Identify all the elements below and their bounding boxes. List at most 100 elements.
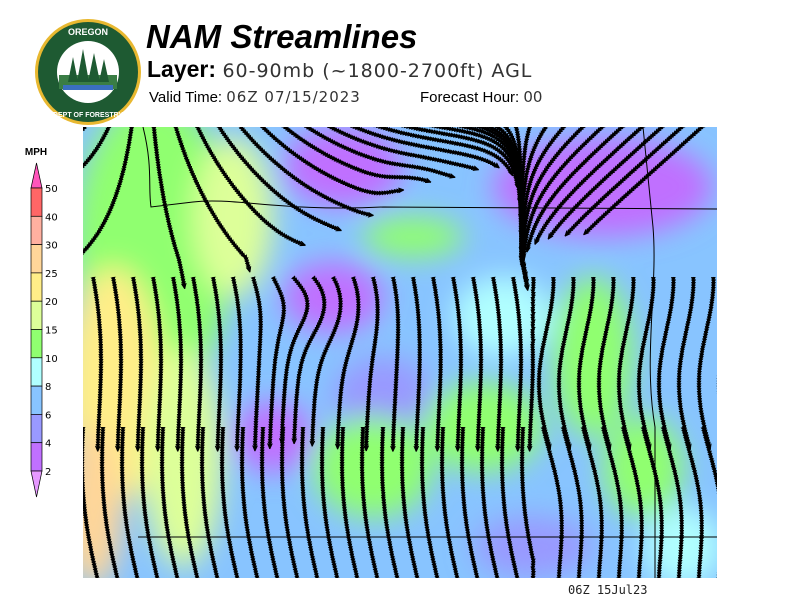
- legend-bin: [30, 414, 43, 444]
- legend-bin: [30, 215, 43, 245]
- streamline: [130, 276, 144, 452]
- legend-label: 4: [45, 439, 51, 450]
- streamline: [363, 276, 381, 451]
- legend-bin: [30, 357, 43, 387]
- streamline: [596, 276, 617, 450]
- legend-bin: [30, 272, 43, 302]
- streamline: [616, 276, 637, 450]
- page-title: NAM Streamlines: [146, 18, 418, 55]
- streamline-arrow: [525, 246, 531, 253]
- streamline-arrow: [245, 266, 252, 273]
- valid-time-label: Valid Time:: [149, 89, 223, 106]
- streamline: [490, 276, 504, 452]
- streamline: [110, 276, 124, 452]
- streamline: [583, 127, 715, 236]
- wind-speed-legend: MPH 50 40 30 25 20 15 10 8 6 4 2: [25, 147, 58, 498]
- streamline: [576, 276, 597, 450]
- streamline: [250, 276, 264, 452]
- valid-time: Valid Time: 06Z 07/15/2023: [149, 88, 361, 106]
- streamline-arrow: [522, 271, 528, 278]
- streamline: [159, 426, 184, 578]
- legend-bin: [30, 329, 43, 359]
- streamline: [259, 426, 284, 578]
- forecast-hour-label: Forecast Hour:: [420, 89, 520, 106]
- layer-label: Layer:: [147, 56, 217, 82]
- legend-top-arrow: [30, 162, 43, 189]
- streamline-arrow: [367, 212, 374, 218]
- legend-bin: [30, 187, 43, 217]
- streamline: [410, 276, 423, 452]
- svg-text:DEPT OF FORESTRY: DEPT OF FORESTRY: [53, 112, 123, 119]
- streamline: [210, 276, 224, 452]
- streamline: [676, 276, 697, 450]
- streamline: [359, 426, 384, 578]
- legend-label: 10: [45, 354, 58, 365]
- streamline: [219, 426, 244, 578]
- streamline-arrow: [564, 230, 571, 237]
- legend-unit: MPH: [25, 147, 47, 158]
- streamline: [390, 276, 401, 452]
- streamline-arrow: [335, 226, 342, 232]
- legend-label: 2: [45, 467, 51, 478]
- streamline-arrow: [583, 229, 590, 236]
- legend-label: 25: [45, 269, 58, 280]
- legend-bin: [30, 244, 43, 274]
- layer-value: 60-90mb (~1800-2700ft) AGL: [222, 60, 533, 82]
- streamline: [83, 127, 136, 278]
- streamline: [656, 276, 677, 450]
- streamline: [439, 426, 464, 578]
- streamline: [419, 426, 444, 578]
- streamline: [696, 276, 717, 450]
- map-timestamp: 06Z 15Jul23: [568, 583, 648, 597]
- streamline: [319, 426, 344, 578]
- legend-label: 6: [45, 410, 51, 421]
- streamline-arrow: [291, 438, 298, 445]
- legend-label: 8: [45, 382, 51, 393]
- legend-label: 50: [45, 184, 58, 195]
- legend-label: 20: [45, 297, 58, 308]
- streamline: [527, 276, 537, 452]
- streamline: [450, 276, 464, 452]
- streamline: [99, 426, 124, 578]
- streamline: [536, 276, 557, 450]
- streamline: [379, 426, 404, 578]
- streamline-arrow: [299, 240, 306, 247]
- streamline-arrow: [309, 440, 316, 447]
- streamline: [519, 426, 536, 578]
- streamline: [470, 276, 484, 452]
- streamline-map: [83, 127, 717, 578]
- streamline: [700, 426, 717, 578]
- streamline-arrow: [524, 284, 530, 291]
- forecast-hour-value: 00: [523, 88, 543, 106]
- streamline: [119, 426, 144, 578]
- svg-text:OREGON: OREGON: [68, 27, 108, 37]
- streamline: [510, 276, 524, 452]
- streamline-arrow: [520, 254, 526, 262]
- streamline-arrow: [547, 233, 554, 240]
- streamlines: [83, 127, 717, 578]
- streamline: [279, 426, 304, 578]
- legend-bin: [30, 300, 43, 330]
- streamline: [230, 276, 244, 452]
- legend-bin: [30, 442, 43, 472]
- streamline: [179, 426, 204, 578]
- streamline: [399, 426, 424, 578]
- streamline: [90, 276, 104, 452]
- streamline-arrow: [523, 278, 529, 286]
- streamline: [239, 426, 264, 578]
- streamline: [339, 426, 364, 578]
- streamline: [556, 276, 577, 450]
- streamline: [150, 276, 164, 452]
- valid-time-value: 06Z 07/15/2023: [226, 88, 361, 106]
- layer-info: Layer: 60-90mb (~1800-2700ft) AGL: [147, 56, 532, 83]
- streamline: [499, 426, 524, 578]
- streamline: [299, 426, 324, 578]
- legend-label: 40: [45, 212, 58, 223]
- streamline: [170, 276, 184, 452]
- forecast-hour: Forecast Hour: 00: [420, 88, 542, 106]
- legend-label: 15: [45, 326, 58, 337]
- streamline: [139, 426, 164, 578]
- streamline: [430, 276, 444, 452]
- legend-bin: [30, 385, 43, 415]
- streamline-arrow: [520, 263, 527, 270]
